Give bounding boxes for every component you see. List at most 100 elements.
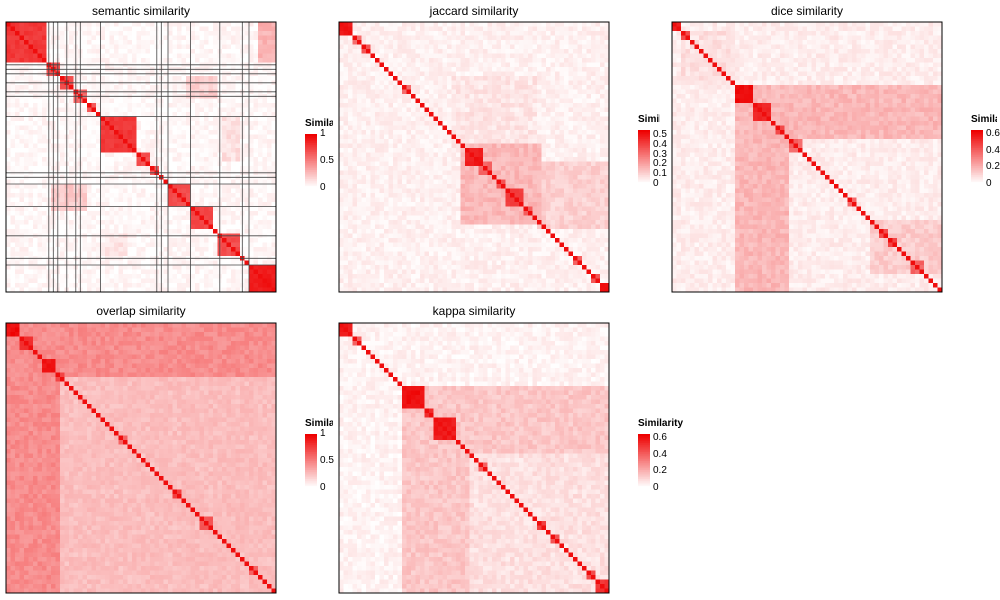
heatmap-cell bbox=[375, 40, 380, 45]
heatmap-cell bbox=[402, 89, 407, 95]
heatmap-cell bbox=[6, 220, 11, 225]
heatmap-cell bbox=[24, 260, 29, 266]
heatmap-cell bbox=[537, 44, 542, 50]
heatmap-cell bbox=[163, 112, 169, 117]
heatmap-cell bbox=[10, 157, 16, 162]
heatmap-cell bbox=[136, 206, 142, 212]
heatmap-cell bbox=[559, 58, 565, 63]
heatmap-cell bbox=[10, 53, 16, 59]
heatmap-cell bbox=[69, 265, 74, 270]
heatmap-cell bbox=[208, 197, 214, 203]
heatmap-cell bbox=[262, 188, 268, 194]
heatmap-cell bbox=[271, 53, 277, 59]
heatmap-cell bbox=[109, 44, 115, 50]
heatmap-cell bbox=[343, 53, 349, 59]
heatmap-cell bbox=[474, 49, 479, 54]
heatmap-cell bbox=[10, 179, 16, 185]
heatmap-cell bbox=[136, 112, 142, 117]
heatmap-cell bbox=[172, 184, 178, 189]
heatmap-cell bbox=[181, 166, 187, 171]
heatmap-cell bbox=[375, 67, 380, 72]
heatmap-cell bbox=[339, 58, 344, 63]
heatmap-cell bbox=[235, 215, 241, 221]
heatmap-cell bbox=[510, 22, 515, 27]
heatmap-cell bbox=[15, 49, 20, 54]
heatmap-cell bbox=[100, 287, 106, 293]
heatmap-cell bbox=[186, 287, 191, 293]
heatmap-cell bbox=[573, 98, 578, 104]
heatmap-cell bbox=[105, 224, 110, 230]
heatmap-cell bbox=[483, 76, 488, 81]
heatmap-cell bbox=[33, 193, 38, 198]
heatmap-cell bbox=[433, 103, 439, 108]
heatmap-cell bbox=[195, 157, 200, 162]
heatmap-cell bbox=[33, 121, 38, 126]
heatmap-cell bbox=[127, 134, 133, 140]
heatmap-cell bbox=[420, 116, 425, 122]
heatmap-cell bbox=[150, 143, 155, 149]
heatmap-cell bbox=[69, 247, 74, 252]
heatmap-cell bbox=[150, 125, 155, 131]
heatmap-cell bbox=[24, 112, 29, 117]
heatmap-cell bbox=[564, 107, 569, 113]
heatmap-cell bbox=[550, 71, 556, 77]
heatmap-cell bbox=[168, 139, 173, 144]
heatmap-cell bbox=[510, 67, 515, 72]
heatmap-cell bbox=[397, 98, 403, 104]
heatmap-cell bbox=[393, 98, 398, 104]
heatmap-cell bbox=[172, 179, 178, 185]
heatmap-cell bbox=[60, 247, 65, 252]
heatmap-cell bbox=[190, 206, 196, 212]
heatmap-cell bbox=[190, 31, 196, 36]
heatmap-cell bbox=[6, 238, 11, 243]
heatmap-cell bbox=[190, 247, 196, 252]
heatmap-cell bbox=[60, 202, 65, 207]
heatmap-cell bbox=[456, 85, 461, 90]
heatmap-cell bbox=[465, 26, 470, 32]
heatmap-cell bbox=[168, 215, 173, 221]
heatmap-cell bbox=[141, 206, 146, 212]
heatmap-cell bbox=[42, 121, 47, 126]
heatmap-cell bbox=[150, 265, 155, 270]
heatmap-cell bbox=[501, 107, 506, 113]
heatmap-cell bbox=[379, 85, 385, 90]
heatmap-cell bbox=[222, 58, 227, 63]
heatmap-cell bbox=[348, 44, 353, 50]
heatmap-cell bbox=[514, 49, 520, 54]
heatmap-cell bbox=[528, 67, 533, 72]
heatmap-cell bbox=[190, 274, 196, 279]
heatmap-cell bbox=[487, 31, 493, 36]
heatmap-cell bbox=[393, 62, 398, 68]
heatmap-cell bbox=[361, 76, 367, 81]
heatmap-cell bbox=[492, 107, 497, 113]
heatmap-cell bbox=[19, 76, 25, 81]
heatmap-cell bbox=[190, 40, 196, 45]
heatmap-cell bbox=[451, 67, 457, 72]
heatmap-cell bbox=[447, 98, 452, 104]
heatmap-cell bbox=[213, 152, 218, 158]
heatmap-cell bbox=[195, 184, 200, 189]
heatmap-cell bbox=[37, 179, 43, 185]
heatmap-cell bbox=[69, 269, 74, 275]
heatmap-cell bbox=[424, 107, 430, 113]
heatmap-cell bbox=[469, 49, 475, 54]
heatmap-cell bbox=[199, 211, 205, 216]
heatmap-cell bbox=[271, 265, 277, 270]
heatmap-cell bbox=[118, 40, 124, 45]
heatmap-cell bbox=[208, 49, 214, 54]
heatmap-cell bbox=[127, 193, 133, 198]
heatmap-cell bbox=[87, 206, 92, 212]
heatmap-cell bbox=[438, 67, 443, 72]
heatmap-cell bbox=[379, 107, 385, 113]
heatmap-cell bbox=[168, 283, 173, 288]
heatmap-cell bbox=[100, 44, 106, 50]
heatmap-cell bbox=[235, 211, 241, 216]
heatmap-cell bbox=[127, 58, 133, 63]
heatmap-cell bbox=[379, 35, 385, 41]
heatmap-cell bbox=[514, 107, 520, 113]
heatmap-cell bbox=[415, 94, 421, 99]
heatmap-cell bbox=[105, 265, 110, 270]
heatmap-cell bbox=[172, 26, 178, 32]
heatmap-cell bbox=[402, 94, 407, 99]
heatmap-cell bbox=[339, 40, 344, 45]
